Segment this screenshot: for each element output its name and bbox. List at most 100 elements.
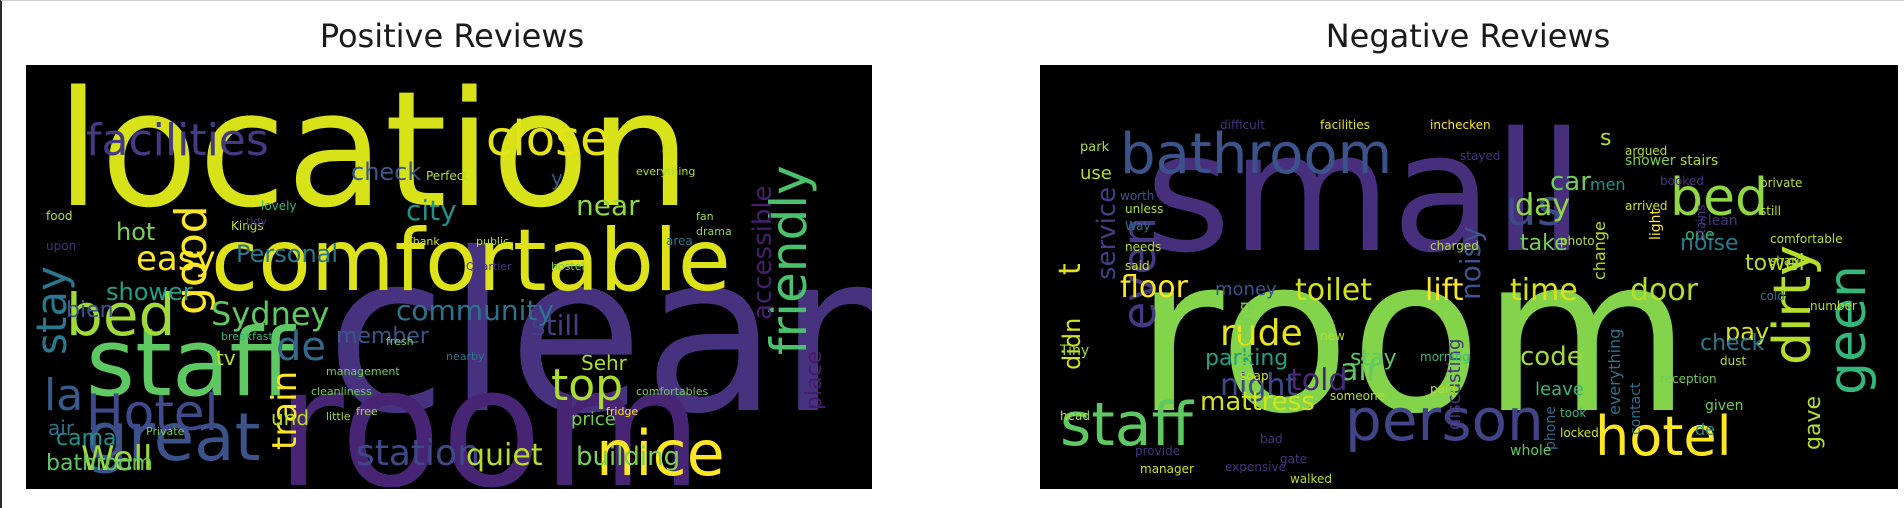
wordcloud-word: Sehr <box>581 351 628 375</box>
wordcloud-word: manager <box>1140 462 1194 476</box>
wordcloud-word: time <box>1510 273 1578 308</box>
wordcloud-word: hot <box>116 218 155 246</box>
wordcloud-word: lift <box>1425 273 1464 308</box>
wordcloud-word: breakfast <box>221 330 273 343</box>
wordcloud-word: room <box>1135 210 1691 461</box>
wordcloud-word: someone <box>1330 389 1385 403</box>
wordcloud-word: floor <box>1120 270 1189 305</box>
wordcloud-word: free <box>356 405 378 418</box>
wordcloud-word: walked <box>1290 472 1332 486</box>
wordcloud-word: Thank <box>405 235 440 248</box>
wordcloud-word: money <box>1215 279 1277 300</box>
wordcloud-word: accessible <box>748 185 778 320</box>
wordcloud-word: Kings <box>231 219 264 233</box>
wordcloud-word: bien <box>66 298 114 323</box>
wordcloud-word: number <box>1810 299 1857 313</box>
wordcloud-word: mattress <box>1200 387 1315 417</box>
wordcloud-word: drama <box>696 225 732 238</box>
wordcloud-word: train <box>265 371 305 450</box>
wordcloud-word: dirty <box>1763 245 1823 365</box>
wordcloud-word: still <box>1760 204 1781 218</box>
positive-wordcloud: location clean room comfortable staff great be… <box>26 65 872 489</box>
wordcloud-word: booked <box>1660 174 1704 188</box>
wordcloud-word: tidy <box>246 215 267 228</box>
wordcloud-word: nearby <box>446 350 485 363</box>
wordcloud-word: cold <box>1760 289 1785 303</box>
wordcloud-word: y <box>551 166 563 190</box>
wordcloud-word: share <box>1770 254 1803 268</box>
wordcloud-word: parking <box>1205 346 1288 371</box>
wordcloud-word: code <box>1520 342 1583 372</box>
wordcloud-word: Quartier <box>466 260 512 273</box>
wordcloud-word: photo <box>1560 234 1595 248</box>
wordcloud-word: stay <box>1350 346 1397 371</box>
wordcloud-word: Personal <box>236 240 338 268</box>
wordcloud-word: t <box>1053 263 1088 275</box>
wordcloud-word: price <box>571 409 616 430</box>
wordcloud-word: quiet <box>466 438 543 473</box>
wordcloud-word: lovely <box>261 199 297 213</box>
wordcloud-word: argued <box>1625 144 1667 158</box>
wordcloud-word: great <box>86 399 261 476</box>
wordcloud-word: difficult <box>1220 118 1265 132</box>
wordcloud-word: upon <box>46 239 76 253</box>
wordcloud-word: clean <box>1700 213 1738 229</box>
wordcloud-word: check <box>351 158 421 186</box>
wordcloud-word: worth <box>1120 189 1154 203</box>
wordcloud-word: noise <box>1680 231 1739 256</box>
wordcloud-word: leave <box>1535 379 1584 400</box>
wordcloud-word: park <box>1080 140 1110 155</box>
wordcloud-word: head <box>1060 409 1090 423</box>
wordcloud-word: everything <box>1605 329 1624 415</box>
wordcloud-word: given <box>1705 398 1744 414</box>
wordcloud-word: everything <box>636 165 695 178</box>
wordcloud-word: night <box>1220 368 1297 403</box>
wordcloud-word: bad <box>1260 432 1283 446</box>
wordcloud-word: shower <box>1625 153 1676 169</box>
wordcloud-word: toilet <box>1295 273 1372 308</box>
wordcloud-word: change <box>1590 221 1609 280</box>
wordcloud-word: service <box>1092 187 1122 280</box>
wordcloud-word: door <box>1630 273 1699 308</box>
wordcloud-word: told <box>1290 363 1348 398</box>
wordcloud-word: contact <box>1628 382 1644 435</box>
wordcloud-word: one <box>1685 225 1715 244</box>
wordcloud-word: Way <box>1125 219 1151 233</box>
wordcloud-word: a <box>661 133 676 161</box>
wordcloud-word: comfortables <box>636 385 708 398</box>
wordcloud-word: discusting <box>1444 339 1465 430</box>
wordcloud-word: inchecken <box>1430 118 1491 132</box>
wordcloud-word: bathroom <box>46 451 153 476</box>
wordcloud-word: Private <box>146 425 185 438</box>
wordcloud-word: hotel <box>1595 405 1732 468</box>
wordcloud-word: expensive <box>1225 460 1286 474</box>
wordcloud-word: easy <box>136 239 216 279</box>
wordcloud-word: place <box>802 351 827 410</box>
wordcloud-word: unless <box>1125 202 1163 216</box>
wordcloud-word: member <box>336 324 430 349</box>
wordcloud-word: s <box>1600 126 1611 151</box>
wordcloud-word: rude <box>1220 313 1303 354</box>
wordcloud-word: staff <box>1060 390 1195 460</box>
wordcloud-word: top <box>551 360 623 411</box>
wordcloud-word: hostel <box>551 260 585 273</box>
wordcloud-word: fresh <box>386 335 414 348</box>
wordcloud-word: food <box>46 209 73 223</box>
wordcloud-word: public <box>476 235 509 248</box>
wordcloud-word: und <box>271 406 309 430</box>
wordcloud-word: soap <box>1240 369 1269 383</box>
wordcloud-word: air <box>48 416 75 440</box>
wordcloud-word: fan <box>696 210 714 223</box>
wordcloud-word: good <box>166 205 217 315</box>
wordcloud-word: nice <box>596 417 725 489</box>
wordcloud-word: bed <box>66 281 175 349</box>
wordcloud-word: geen <box>1818 265 1878 395</box>
wordcloud-word: station <box>356 433 480 474</box>
wordcloud-word: Well <box>81 439 152 479</box>
wordcloud-word: community <box>396 294 554 327</box>
wordcloud-word: Tiny <box>1059 343 1089 359</box>
wordcloud-word: booking <box>1235 301 1254 365</box>
wordcloud-word: paid <box>1430 382 1456 396</box>
